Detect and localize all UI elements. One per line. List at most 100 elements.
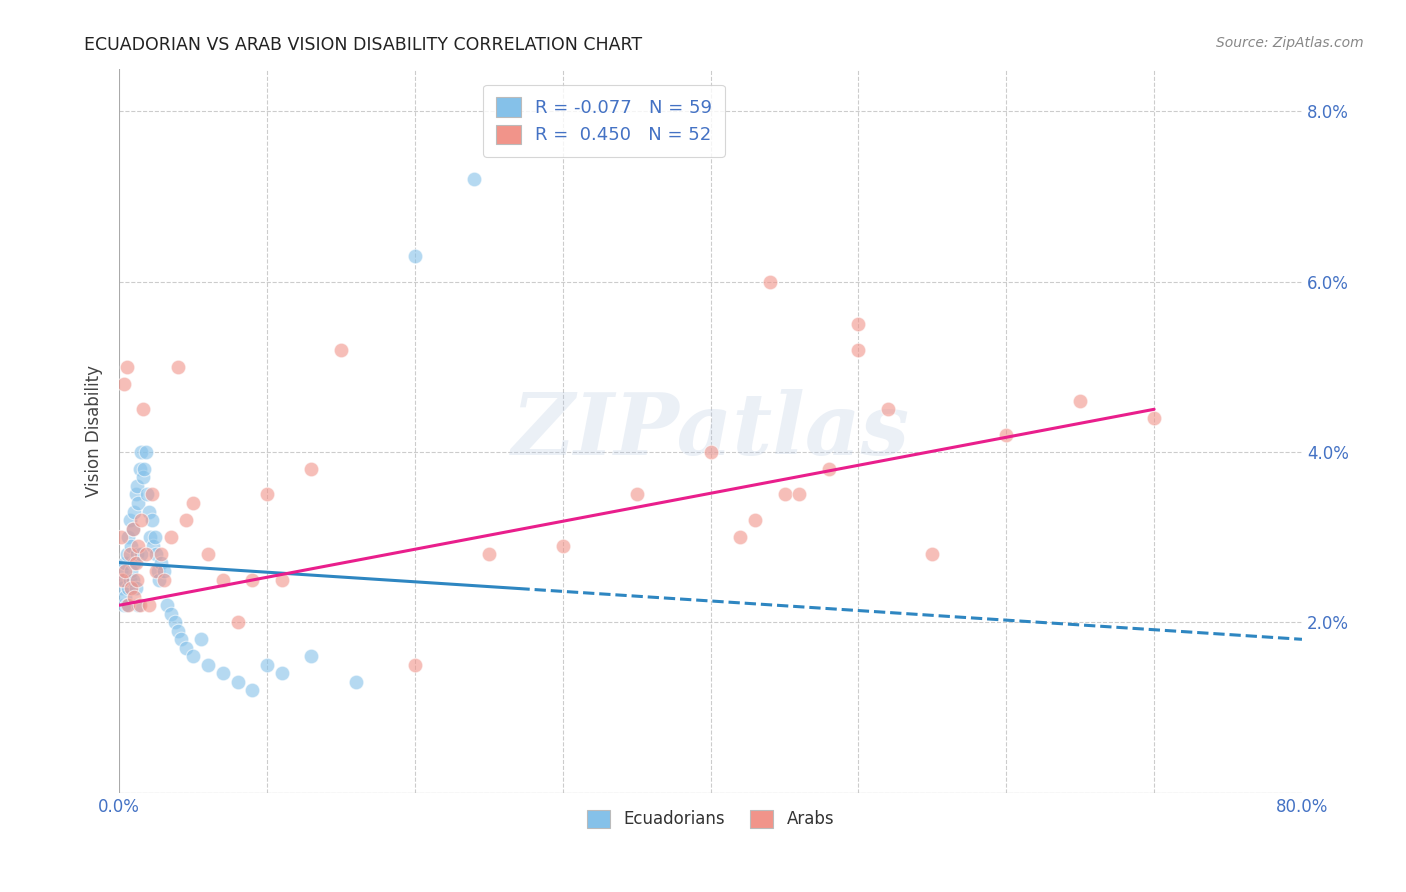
Point [197, 657, 219, 672]
Point [115, 547, 138, 561]
Point [190, 632, 212, 647]
Point [160, 530, 183, 544]
Text: Source: ZipAtlas.com: Source: ZipAtlas.com [1216, 36, 1364, 50]
Point [125, 479, 148, 493]
Point [142, 539, 165, 553]
Point [129, 599, 152, 613]
Point [139, 530, 162, 544]
Legend: Ecuadorians, Arabs: Ecuadorians, Arabs [581, 803, 841, 835]
Point [699, 445, 721, 459]
Point [197, 547, 219, 561]
Point [167, 624, 190, 638]
Point [135, 547, 157, 561]
Point [138, 599, 160, 613]
Point [551, 539, 574, 553]
Point [877, 402, 900, 417]
Point [132, 470, 155, 484]
Point [127, 496, 149, 510]
Point [848, 343, 870, 357]
Point [270, 666, 292, 681]
Point [124, 487, 146, 501]
Point [181, 496, 204, 510]
Point [152, 564, 174, 578]
Point [848, 317, 870, 331]
Point [256, 487, 278, 501]
Point [404, 657, 426, 672]
Point [124, 556, 146, 570]
Point [114, 590, 136, 604]
Point [818, 462, 841, 476]
Point [120, 539, 142, 553]
Text: ECUADORIAN VS ARAB VISION DISABILITY CORRELATION CHART: ECUADORIAN VS ARAB VISION DISABILITY COR… [84, 36, 643, 54]
Point [135, 445, 157, 459]
Point [121, 522, 143, 536]
Point [773, 487, 796, 501]
Point [256, 657, 278, 672]
Point [112, 599, 135, 613]
Point [789, 487, 811, 501]
Point [181, 649, 204, 664]
Point [131, 445, 153, 459]
Point [301, 649, 323, 664]
Point [240, 683, 263, 698]
Point [167, 359, 190, 374]
Point [124, 581, 146, 595]
Point [626, 487, 648, 501]
Point [141, 513, 163, 527]
Point [117, 599, 139, 613]
Point [149, 547, 172, 561]
Point [145, 564, 167, 578]
Point [125, 547, 148, 561]
Point [131, 513, 153, 527]
Point [114, 564, 136, 578]
Point [149, 556, 172, 570]
Point [211, 666, 233, 681]
Point [115, 359, 138, 374]
Point [344, 674, 367, 689]
Point [117, 581, 139, 595]
Text: ZIPatlas: ZIPatlas [512, 389, 910, 473]
Point [330, 343, 353, 357]
Point [143, 530, 166, 544]
Point [404, 249, 426, 263]
Point [138, 504, 160, 518]
Point [117, 530, 139, 544]
Point [478, 547, 501, 561]
Point [1069, 393, 1091, 408]
Point [111, 573, 134, 587]
Point [160, 607, 183, 621]
Point [118, 513, 141, 527]
Point [270, 573, 292, 587]
Point [758, 275, 780, 289]
Point [134, 462, 156, 476]
Point [125, 573, 148, 587]
Point [127, 599, 149, 613]
Point [115, 599, 138, 613]
Point [211, 573, 233, 587]
Point [122, 590, 145, 604]
Point [141, 487, 163, 501]
Point [148, 573, 170, 587]
Point [165, 615, 187, 630]
Point [121, 573, 143, 587]
Point [170, 632, 193, 647]
Point [301, 462, 323, 476]
Point [145, 547, 167, 561]
Point [122, 504, 145, 518]
Point [744, 513, 766, 527]
Point [174, 513, 197, 527]
Point [114, 556, 136, 570]
Point [131, 547, 153, 561]
Point [240, 573, 263, 587]
Point [995, 427, 1018, 442]
Point [152, 573, 174, 587]
Point [129, 462, 152, 476]
Point [921, 547, 943, 561]
Point [121, 522, 143, 536]
Point [122, 556, 145, 570]
Point [127, 539, 149, 553]
Point [226, 674, 249, 689]
Point [118, 573, 141, 587]
Point [136, 487, 159, 501]
Point [112, 376, 135, 391]
